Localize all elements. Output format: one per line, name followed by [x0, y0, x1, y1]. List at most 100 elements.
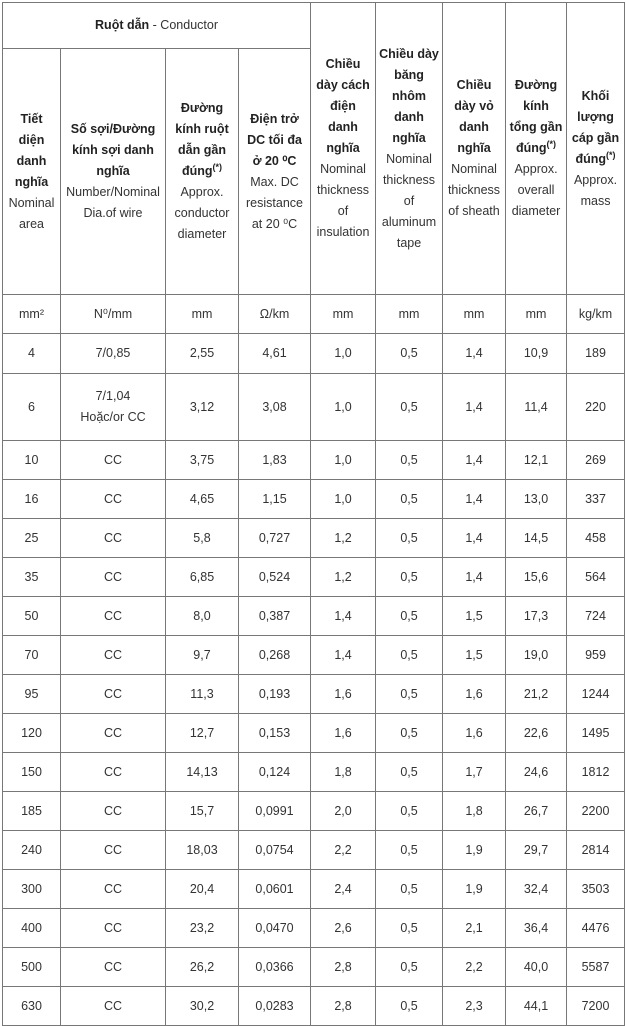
table-row: 240 CC 18,03 0,0754 2,2 0,5 1,9 29,7 2814	[2, 830, 626, 870]
table-cell: 14,5	[505, 518, 568, 558]
table-cell: 4476	[566, 908, 626, 948]
table-cell: 2,3	[442, 986, 507, 1026]
table-cell: 1,4	[310, 596, 377, 636]
header-subtitle: Nominal thickness of aluminum tape	[381, 151, 437, 250]
table-cell: CC	[60, 674, 166, 714]
table-cell: 1,2	[310, 557, 377, 597]
unit-cell: mm	[505, 294, 568, 334]
table-cell: 1,4	[442, 440, 507, 480]
table-cell: 1,83	[237, 440, 312, 480]
table-cell: CC	[60, 440, 166, 480]
footnote-mark: (*)	[606, 149, 616, 160]
table-cell: 0,5	[375, 440, 444, 480]
table-cell: 2814	[566, 830, 626, 870]
table-cell: 400	[2, 908, 61, 948]
table-cell: 0,5	[375, 713, 444, 753]
table-cell: 1,0	[310, 373, 377, 441]
unit-cell: Ω/km	[237, 294, 312, 334]
header-title: Đường kính ruột dẫn gần đúng(*)	[175, 101, 229, 178]
table-cell: 220	[566, 373, 626, 441]
table-cell: 4	[2, 333, 61, 374]
table-cell: 25	[2, 518, 61, 558]
header-col-4: Chiều dày cách điện danh nghĩa Nominal th…	[310, 2, 377, 295]
table-cell: 18,03	[165, 830, 239, 870]
table-cell: 1,2	[310, 518, 377, 558]
table-cell: 4,61	[237, 333, 312, 374]
table-row: 150 CC 14,13 0,124 1,8 0,5 1,7 24,6 1812	[2, 752, 626, 792]
table-cell: 1,6	[310, 713, 377, 753]
table-cell: 189	[566, 333, 626, 374]
table-cell: 2,2	[310, 830, 377, 870]
table-cell: 0,0601	[237, 869, 312, 909]
table-cell: 9,7	[165, 635, 239, 675]
table-cell: 1,6	[442, 713, 507, 753]
table-cell: 724	[566, 596, 626, 636]
table-cell: 17,3	[505, 596, 568, 636]
table-cell: CC	[60, 947, 166, 987]
header-col-5: Chiều dày băng nhôm danh nghĩa Nominal th…	[375, 2, 444, 295]
table-cell: 1,6	[310, 674, 377, 714]
header-subtitle: Nominal area	[8, 195, 55, 231]
table-cell: 35	[2, 557, 61, 597]
header-subtitle: Nominal thickness of sheath	[447, 162, 501, 218]
table-row: 300 CC 20,4 0,0601 2,4 0,5 1,9 32,4 3503	[2, 869, 626, 909]
table-cell: 1,4	[310, 635, 377, 675]
table-cell: 1,0	[310, 440, 377, 480]
table-cell: 0,5	[375, 830, 444, 870]
table-cell: 1,0	[310, 333, 377, 374]
table-cell: 1,4	[442, 333, 507, 374]
header-col-8: Khối lượng cáp gần đúng(*) Approx. mass	[566, 2, 626, 295]
table-cell: 0,5	[375, 752, 444, 792]
table-cell: 5,8	[165, 518, 239, 558]
table-cell: 269	[566, 440, 626, 480]
table-cell: 8,0	[165, 596, 239, 636]
table-cell: 40,0	[505, 947, 568, 987]
table-row: 6 7/1,04 Hoặc/or CC 3,12 3,08 1,0 0,5 1,4 11,4 2…	[2, 373, 626, 441]
table-cell: 1,5	[442, 635, 507, 675]
table-cell: 0,153	[237, 713, 312, 753]
table-cell: CC	[60, 830, 166, 870]
table-cell: 500	[2, 947, 61, 987]
table-cell: 0,5	[375, 791, 444, 831]
table-cell: 4,65	[165, 479, 239, 519]
table-row: 16 CC 4,65 1,15 1,0 0,5 1,4 13,0 337	[2, 479, 626, 519]
table-cell: 70	[2, 635, 61, 675]
table-cell: 0,0754	[237, 830, 312, 870]
table-cell: 0,5	[375, 333, 444, 374]
unit-cell: kg/km	[566, 294, 626, 334]
header-subtitle: Approx. conductor diameter	[174, 185, 230, 241]
table-cell: 1,15	[237, 479, 312, 519]
table-cell: 0,193	[237, 674, 312, 714]
table-cell: 2,8	[310, 947, 377, 987]
table-cell: 1,6	[442, 674, 507, 714]
header-subtitle: Nominal thickness of insulation	[316, 162, 370, 239]
header-title: Điện trở DC tối đa ở 20 ⁰C	[247, 111, 302, 168]
table-row: 500 CC 26,2 0,0366 2,8 0,5 2,2 40,0 5587	[2, 947, 626, 987]
table-cell: 1,5	[442, 596, 507, 636]
table-cell: 1,0	[310, 479, 377, 519]
table-cell: 2,4	[310, 869, 377, 909]
table-cell: 3,75	[165, 440, 239, 480]
table-cell: 1,9	[442, 830, 507, 870]
table-cell: 10	[2, 440, 61, 480]
table-cell: 20,4	[165, 869, 239, 909]
table-cell: 0,5	[375, 947, 444, 987]
table-cell: 50	[2, 596, 61, 636]
header-title: Số sợi/Đường kính sợi danh nghĩa	[70, 122, 156, 178]
table-row: 10 CC 3,75 1,83 1,0 0,5 1,4 12,1 269	[2, 440, 626, 480]
table-cell: 19,0	[505, 635, 568, 675]
table-row: 50 CC 8,0 0,387 1,4 0,5 1,5 17,3 724	[2, 596, 626, 636]
table-cell: CC	[60, 518, 166, 558]
header-col-3: Điện trở DC tối đa ở 20 ⁰C Max. DC resist…	[237, 48, 312, 295]
group-normal: - Conductor	[149, 18, 218, 32]
table-header: Ruột dẫn - Conductor Chiều dày cách điện…	[1, 2, 626, 334]
table-cell: 150	[2, 752, 61, 792]
table-cell: 1812	[566, 752, 626, 792]
header-col-2: Đường kính ruột dẫn gần đúng(*) Approx. c…	[165, 48, 239, 295]
header-title: Chiều dày vỏ danh nghĩa	[454, 78, 494, 155]
table-cell: 0,5	[375, 479, 444, 519]
table-cell: 7/1,04 Hoặc/or CC	[60, 373, 166, 441]
table-cell: 240	[2, 830, 61, 870]
table-cell: 5587	[566, 947, 626, 987]
footnote-mark: (*)	[546, 138, 557, 149]
